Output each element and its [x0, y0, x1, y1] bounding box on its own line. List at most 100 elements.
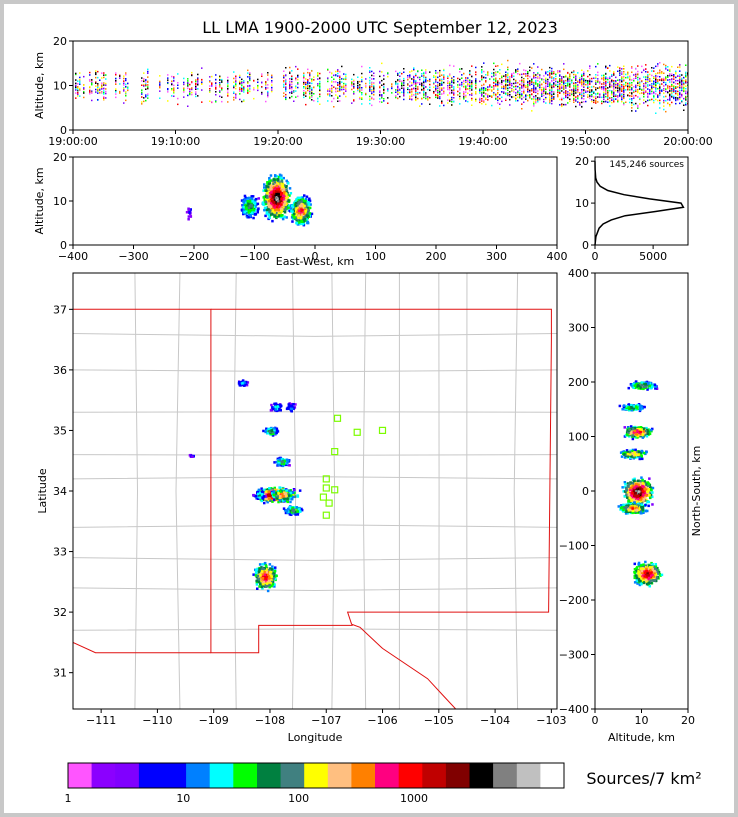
source-point [515, 92, 517, 94]
source-point [437, 94, 439, 96]
time-height-axes: 19:00:00 19:10:00 19:20:00 19:30:00 19:40:00… [33, 35, 713, 148]
source-point [485, 77, 487, 79]
source-point [415, 94, 417, 96]
source-point [399, 78, 401, 81]
source-point [441, 82, 443, 85]
source-point [191, 74, 193, 77]
source-cell [261, 201, 265, 204]
source-point [177, 97, 179, 100]
source-point [75, 97, 77, 99]
source-point [581, 83, 583, 85]
source-point [77, 89, 79, 92]
source-point [541, 86, 543, 89]
source-point [451, 96, 453, 99]
source-point [195, 83, 197, 86]
source-point [535, 89, 537, 91]
source-point [651, 83, 653, 86]
source-point [359, 80, 361, 83]
source-point [659, 62, 661, 64]
source-point [677, 93, 679, 95]
source-point [545, 92, 547, 95]
source-point [327, 80, 329, 83]
source-point [603, 96, 605, 98]
source-point [631, 95, 633, 97]
source-point [303, 96, 305, 99]
source-point [415, 85, 417, 87]
source-point [451, 78, 453, 81]
source-point [593, 101, 595, 104]
source-point [641, 65, 643, 68]
source-point [331, 100, 333, 103]
source-point [679, 64, 681, 66]
source-point [75, 82, 77, 85]
source-point [651, 98, 653, 101]
source-point [637, 90, 639, 92]
source-point [547, 71, 549, 73]
source-cell [275, 208, 278, 211]
time-tick-label: 19:40:00 [458, 135, 507, 148]
source-cell [283, 208, 286, 211]
source-point [283, 92, 285, 94]
source-point [573, 82, 575, 85]
source-cell [275, 183, 278, 186]
source-point [145, 96, 147, 98]
time-tick-label: 19:00:00 [48, 135, 97, 148]
source-point [379, 98, 381, 100]
source-point [547, 85, 549, 87]
source-point [221, 81, 223, 83]
source-point [311, 94, 313, 97]
source-point [525, 84, 527, 87]
source-point [683, 87, 685, 89]
source-point [657, 95, 659, 97]
source-point [261, 86, 263, 88]
source-point [365, 92, 367, 95]
source-point [623, 65, 625, 67]
source-point [507, 68, 509, 71]
source-point [449, 81, 451, 83]
source-point [531, 110, 533, 112]
source-point [239, 87, 241, 89]
source-point [613, 71, 615, 73]
source-cell [278, 195, 282, 198]
source-point [291, 92, 293, 94]
source-point [423, 85, 425, 88]
source-cell [277, 208, 280, 212]
source-cell [262, 189, 265, 192]
source-point [143, 83, 145, 86]
source-point [553, 97, 555, 99]
source-point [471, 86, 473, 89]
source-point [647, 99, 649, 102]
time-tick-label: 19:10:00 [151, 135, 200, 148]
source-point [371, 82, 373, 84]
source-point [609, 77, 611, 80]
source-point [485, 87, 487, 90]
source-point [439, 92, 441, 95]
source-point [583, 81, 585, 83]
source-cell [281, 189, 285, 193]
source-point [119, 83, 121, 85]
source-point [369, 84, 371, 87]
source-point [685, 102, 687, 104]
source-cell [283, 184, 286, 187]
source-point [669, 99, 671, 101]
source-point [505, 76, 507, 78]
source-point [313, 86, 315, 88]
source-point [551, 76, 553, 79]
source-point [549, 92, 551, 94]
source-point [413, 83, 415, 85]
source-point [563, 103, 565, 106]
source-point [629, 86, 631, 89]
source-point [659, 102, 661, 105]
source-point [615, 95, 617, 97]
source-point [449, 87, 451, 90]
source-point [297, 82, 299, 84]
source-point [549, 76, 551, 79]
source-cell [267, 185, 270, 189]
source-point [621, 88, 623, 90]
source-point [173, 87, 175, 89]
source-point [631, 104, 633, 106]
source-cell [263, 198, 266, 201]
source-point [655, 85, 657, 88]
source-point [505, 80, 507, 82]
source-point [561, 90, 563, 92]
